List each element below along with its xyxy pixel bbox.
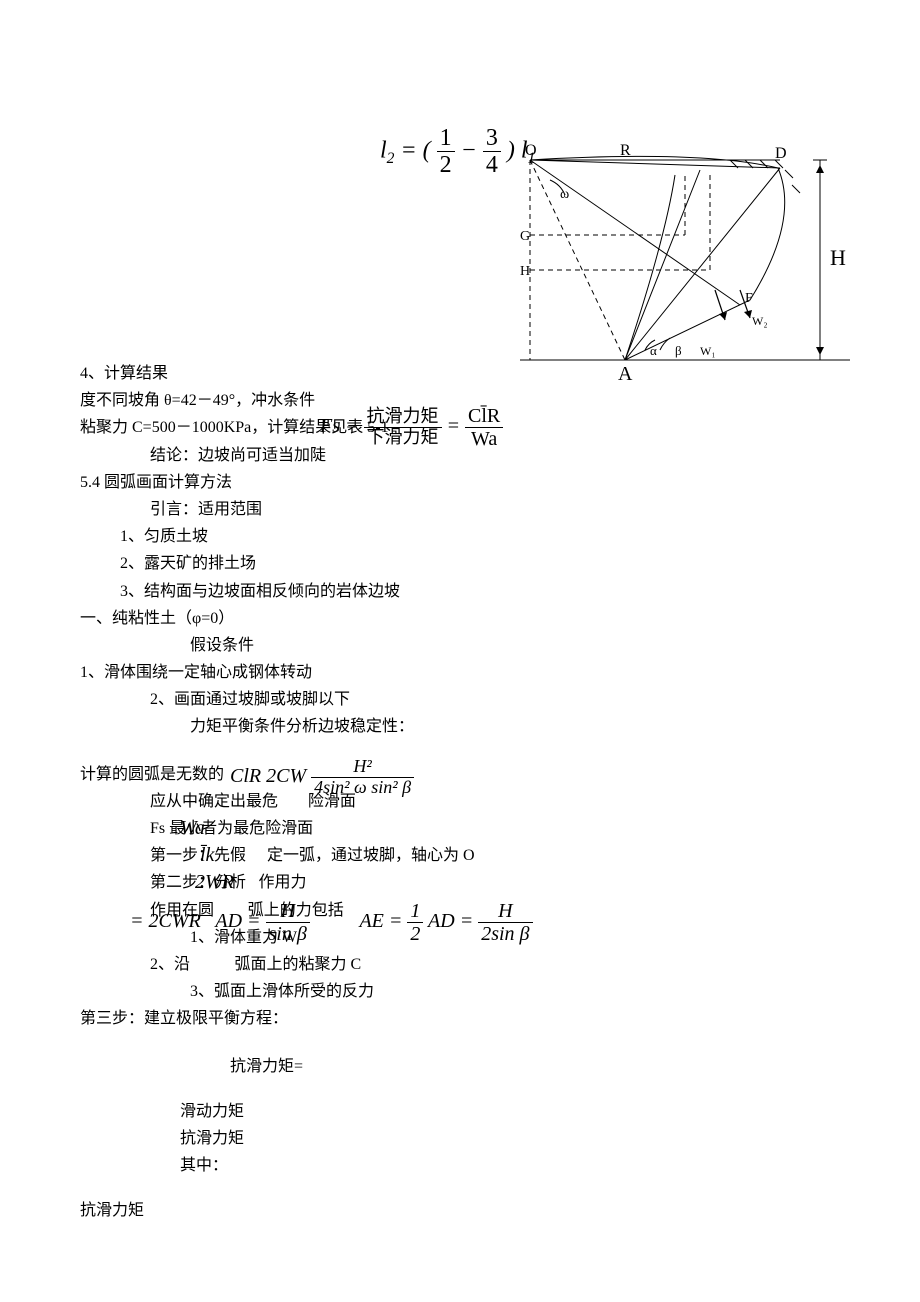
line-reaction: 3、弧面上滑体所受的反力 [80,978,840,1005]
label-D: D [775,145,787,162]
label-H-left: H [520,264,530,279]
label-H-right: H [830,245,846,270]
line-where: 其中： [80,1152,840,1179]
label-F: F [745,291,753,306]
line-resist-moment3: 抗滑力矩 [80,1197,840,1224]
line-resist-moment2: 抗滑力矩 [80,1125,840,1152]
label-beta: β [675,343,682,358]
line-moment-balance: 力矩平衡条件分析边坡稳定性： [80,713,840,740]
line-section-5-4: 5.4 圆弧画面计算方法 [80,469,840,496]
line-intro: 引言：适用范围 [80,496,840,523]
line-resist-moment-eq: 抗滑力矩= [80,1053,840,1080]
var-l2: l [380,137,387,163]
line-step3: 第三步：建立极限平衡方程： [80,1005,840,1032]
line-pass-toe: 2、画面通过坡脚或坡脚以下 [80,686,840,713]
label-O: O [525,142,537,159]
label-omega: ω [560,187,569,202]
line-step1: 第一步：先假Wa定一弧，通过坡脚，轴心为 O [80,842,840,869]
label-alpha: α [650,343,657,358]
line-structure-plane: 3、结构面与边坡面相反倾向的岩体边坡 [80,578,840,605]
line-assumption: 假设条件 [80,632,840,659]
formula-fs: Fs = 抗滑力矩 下滑力矩 = Cl̄R Wa [320,405,503,450]
formula-clr-2cw: ClR 2CW H² 4sin² ω sin² β [230,757,414,798]
line-sliding-moment: 滑动力矩 [80,1098,840,1125]
label-G: G [520,229,530,244]
document-body: 4、计算结果 度不同坡角 θ=42－49°，冲水条件 粘聚力 C=500－100… [80,360,840,1224]
line-infinite-arcs: 计算的圆弧是无数的 [80,761,840,788]
line-rigid-rotation: 1、滑体围绕一定轴心成钢体转动 [80,659,840,686]
line-soil-slope: 1、匀质土坡 [80,523,840,550]
label-W2: W₂ [752,314,768,328]
label-W1: W₁ [700,344,716,358]
label-R: R [620,142,631,159]
line-cohesion-c: 2、沿2CWR弧面上的粘聚力 C [80,951,840,978]
formula-ad-ae: = 2CWR AD = H sin β AE = 1 2 AD = H 2sin… [130,900,730,945]
line-step2: 第二步：分析lk作用力 [80,869,840,896]
formula-2wr: 2WR [195,865,234,899]
line-result-heading: 4、计算结果 [80,360,840,387]
line-open-pit: 2、露天矿的排土场 [80,550,840,577]
formula-l2: l2 = ( 1 2 − 3 4 ) l1 [380,125,535,179]
line-pure-cohesive: 一、纯粘性土（φ=0） [80,605,840,632]
